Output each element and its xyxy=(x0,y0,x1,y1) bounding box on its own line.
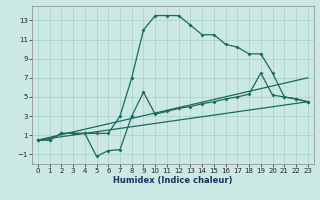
X-axis label: Humidex (Indice chaleur): Humidex (Indice chaleur) xyxy=(113,176,233,185)
